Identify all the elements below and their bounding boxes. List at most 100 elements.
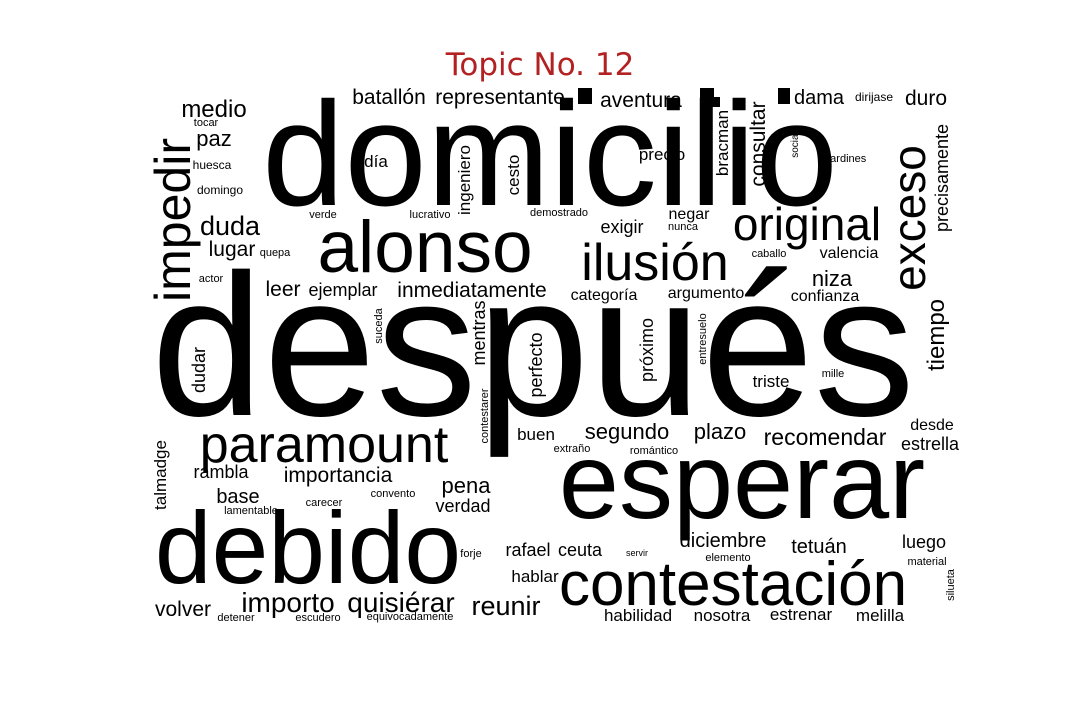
word-96: equivocadamente [367, 611, 454, 623]
chart-title: Topic No. 12 [445, 47, 635, 83]
word-3: esperar [559, 420, 925, 541]
word-91: silueta [945, 568, 957, 601]
word-89: luego [902, 532, 946, 552]
word-65: desde [910, 417, 954, 434]
word-53: argumento [668, 285, 745, 302]
word-37: ingeniero [455, 145, 474, 215]
word-8: ilusión [581, 234, 728, 292]
word-97: habilidad [604, 606, 672, 625]
word-31: social [790, 132, 801, 158]
word-39: tocar [194, 117, 219, 129]
word-2: domicilio [262, 72, 838, 237]
word-58: próximo [637, 318, 657, 382]
word-40: huesca [193, 158, 232, 172]
word-73: talmadge [151, 440, 170, 510]
word-32: jardines [827, 153, 867, 165]
word-92: hablar [511, 567, 559, 586]
word-79: base [216, 486, 259, 508]
word-61: dudar [189, 347, 209, 393]
word-64: triste [753, 372, 790, 391]
word-19: lugar [209, 238, 256, 261]
word-46: negar [669, 206, 711, 223]
word-93: volver [155, 598, 211, 621]
word-12: tiempo [923, 299, 950, 371]
word-43: lucrativo [410, 209, 451, 221]
word-86: diciembre [680, 530, 767, 552]
word-88: tetuán [791, 536, 847, 558]
word-100: melilla [856, 606, 905, 625]
word-30: consultar [747, 101, 770, 186]
word-29: precisamente [932, 124, 952, 232]
word-85: servir [626, 548, 648, 558]
word-47: nunca [668, 221, 699, 233]
word-57: perfecto [526, 332, 546, 397]
word-5: alonso [317, 207, 532, 288]
word-52: categoría [571, 287, 638, 304]
word-48: caballo [752, 248, 787, 260]
word-26: dama [794, 87, 845, 109]
word-74: rambla [193, 462, 249, 482]
word-54: quepa [260, 247, 291, 259]
word-99: estrenar [770, 605, 833, 624]
word-70: buen [517, 425, 555, 444]
word-84: ceuta [558, 540, 603, 560]
word-13: importo [241, 587, 334, 618]
word-63: mille [822, 368, 845, 380]
square-mark [778, 88, 790, 104]
word-22: inmediatamente [397, 279, 546, 302]
word-83: rafael [505, 540, 550, 560]
word-90: material [907, 556, 946, 568]
word-67: recomendar [764, 424, 887, 450]
word-4: debido [155, 491, 461, 605]
word-6: contestación [559, 550, 907, 619]
word-50: niza [812, 266, 853, 291]
square-mark [578, 88, 592, 104]
word-71: extraño [554, 443, 591, 455]
word-44: demostrado [530, 207, 588, 219]
word-1: después [151, 232, 915, 458]
word-17: paz [196, 126, 231, 151]
word-27: dirijase [855, 90, 893, 104]
word-35: detallado [562, 132, 573, 173]
word-41: domingo [197, 183, 243, 197]
word-21: ejemplar [308, 280, 377, 300]
word-72: romántico [630, 445, 678, 457]
word-20: leer [265, 278, 300, 301]
word-11: exceso [883, 145, 935, 291]
word-56: mentras [469, 300, 489, 365]
word-62: contestarer [479, 388, 491, 443]
word-34: precio [639, 145, 685, 164]
word-87: elemento [705, 552, 750, 564]
word-95: escudero [295, 612, 340, 624]
word-45: exigir [600, 217, 643, 237]
word-16: medio [181, 96, 246, 123]
word-69: segundo [585, 419, 669, 444]
square-mark [710, 97, 720, 107]
word-24: representante [435, 86, 565, 109]
word-98: nosotra [694, 606, 751, 625]
word-77: verdad [435, 496, 490, 516]
word-7: paramount [200, 416, 449, 474]
word-59: entresuelo [697, 313, 709, 364]
word-14: quisiérar [347, 587, 454, 618]
word-18: duda [200, 211, 261, 241]
word-25: aventura [600, 89, 682, 112]
word-10: original [733, 198, 881, 250]
word-80: carecer [306, 497, 343, 509]
word-42: verde [309, 209, 337, 221]
word-15: reunir [471, 591, 540, 621]
word-49: valencia [820, 245, 879, 262]
word-68: plazo [694, 419, 747, 444]
word-60: suceda [373, 307, 385, 343]
word-9: impedir [145, 138, 201, 302]
word-38: día [364, 152, 388, 171]
word-28: duro [905, 87, 947, 110]
word-94: detener [217, 612, 255, 624]
word-66: estrella [901, 434, 960, 454]
word-51: confianza [791, 288, 860, 305]
word-81: lamentable [224, 505, 278, 517]
word-75: importancia [284, 464, 393, 487]
word-78: convento [371, 488, 416, 500]
word-23: batallón [352, 86, 426, 109]
